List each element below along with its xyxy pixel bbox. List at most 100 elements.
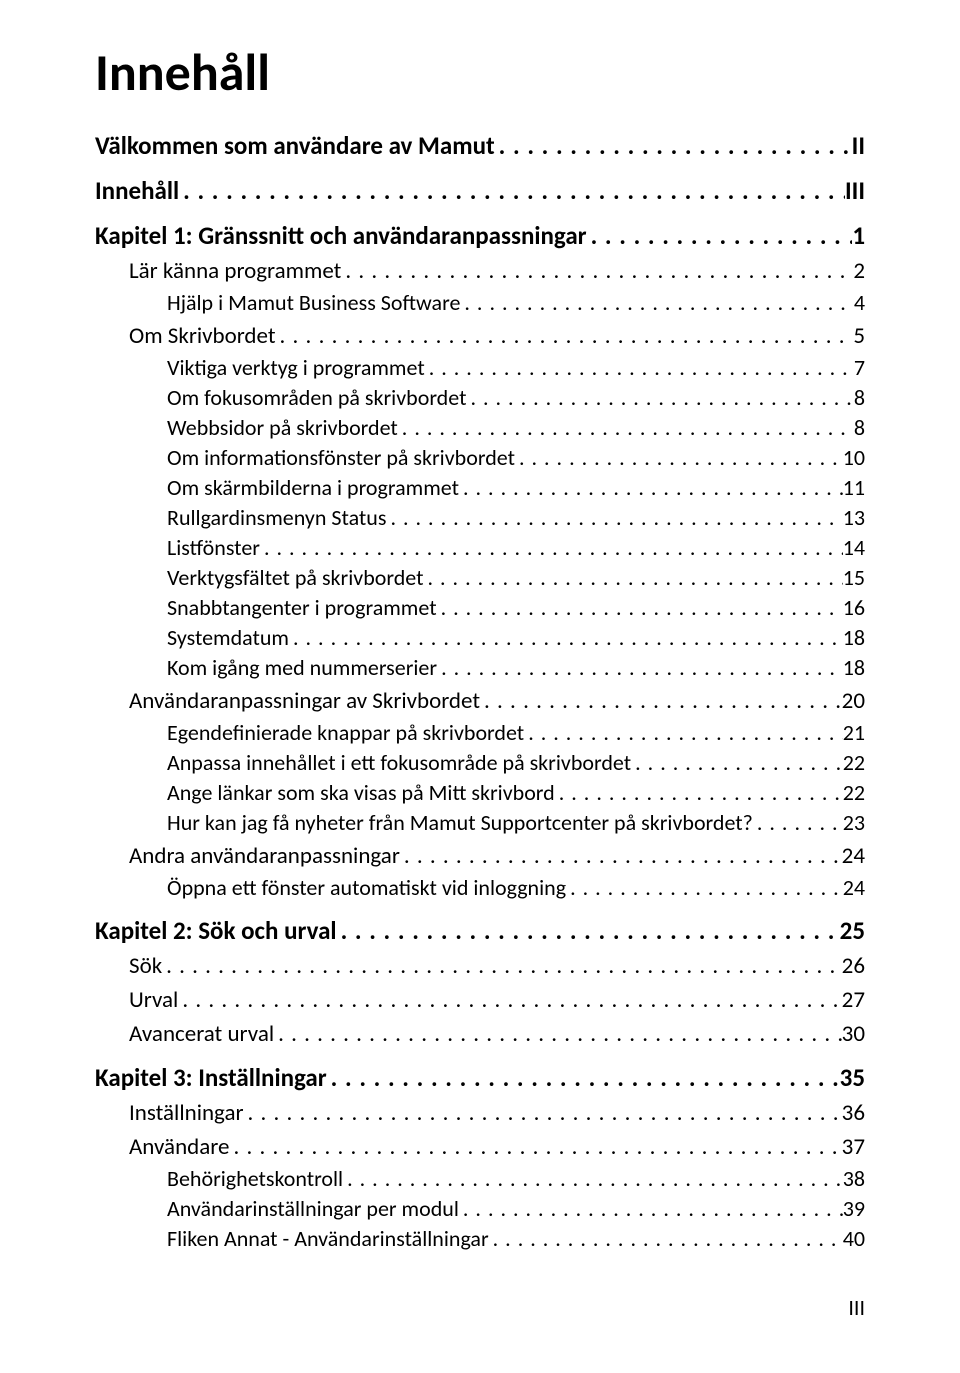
toc-entry[interactable]: Kapitel 2: Sök och urval. . . . . . . . … — [95, 915, 865, 946]
toc-entry-label: Kapitel 3: Inställningar — [95, 1062, 327, 1093]
toc-entry-label: Hur kan jag få nyheter från Mamut Suppor… — [167, 809, 753, 836]
page-number-footer: III — [95, 1294, 865, 1321]
toc-entry[interactable]: Öppna ett fönster automatiskt vid inlogg… — [95, 874, 865, 901]
toc-entry-page: 22 — [843, 749, 865, 776]
toc-entry-label: Om skärmbilderna i programmet — [167, 474, 459, 501]
toc-leader-dots: . . . . . . . . . . . . . . . . . . . . … — [555, 779, 843, 806]
toc-entry[interactable]: Välkommen som användare av Mamut. . . . … — [95, 130, 865, 161]
toc-entry-label: Om Skrivbordet — [129, 322, 276, 350]
toc-entry-label: Om fokusområden på skrivbordet — [167, 384, 466, 411]
toc-entry-label: Systemdatum — [167, 624, 289, 651]
toc-entry-page: 13 — [843, 504, 865, 531]
toc-entry[interactable]: Hur kan jag få nyheter från Mamut Suppor… — [95, 809, 865, 836]
toc-entry-page: 7 — [854, 354, 865, 381]
toc-entry-page: 24 — [843, 874, 865, 901]
toc-leader-dots: . . . . . . . . . . . . . . . . . . . . … — [289, 624, 843, 651]
toc-entry[interactable]: Systemdatum. . . . . . . . . . . . . . .… — [95, 624, 865, 651]
toc-entry-label: Ange länkar som ska visas på Mitt skrivb… — [167, 779, 555, 806]
toc-entry-page: 24 — [842, 842, 865, 870]
toc-entry[interactable]: Innehåll. . . . . . . . . . . . . . . . … — [95, 175, 865, 206]
toc-entry[interactable]: Urval. . . . . . . . . . . . . . . . . .… — [95, 986, 865, 1014]
toc-entry[interactable]: Viktiga verktyg i programmet. . . . . . … — [95, 354, 865, 381]
toc-entry[interactable]: Användaranpassningar av Skrivbordet. . .… — [95, 687, 865, 715]
toc-leader-dots: . . . . . . . . . . . . . . . . . . . . … — [437, 594, 843, 621]
toc-entry-page: II — [852, 130, 865, 161]
toc-leader-dots: . . . . . . . . . . . . . . . . . . . . … — [524, 719, 843, 746]
toc-entry[interactable]: Lär känna programmet. . . . . . . . . . … — [95, 257, 865, 285]
toc-leader-dots: . . . . . . . . . . . . . . . . . . . . … — [495, 130, 852, 161]
toc-entry-page: 39 — [843, 1195, 865, 1222]
toc-entry-page: 27 — [842, 986, 865, 1014]
toc-leader-dots: . . . . . . . . . . . . . . . . . . . . … — [341, 257, 853, 285]
toc-leader-dots: . . . . . . . . . . . . . . . . . . . . … — [276, 322, 854, 350]
toc-entry[interactable]: Fliken Annat - Användarinställningar. . … — [95, 1225, 865, 1252]
toc-leader-dots: . . . . . . . . . . . . . . . . . . . . … — [437, 654, 843, 681]
toc-entry-label: Öppna ett fönster automatiskt vid inlogg… — [167, 874, 566, 901]
toc-leader-dots: . . . . . . . . . . . . . . . . . . . . … — [162, 952, 842, 980]
toc-entry[interactable]: Egendefinierade knappar på skrivbordet. … — [95, 719, 865, 746]
toc-entry-page: 14 — [843, 534, 865, 561]
toc-entry-label: Sök — [129, 952, 162, 980]
toc-entry[interactable]: Om skärmbilderna i programmet. . . . . .… — [95, 474, 865, 501]
toc-entry[interactable]: Kapitel 3: Inställningar. . . . . . . . … — [95, 1062, 865, 1093]
toc-leader-dots: . . . . . . . . . . . . . . . . . . . . … — [466, 384, 853, 411]
toc-entry[interactable]: Listfönster. . . . . . . . . . . . . . .… — [95, 534, 865, 561]
toc-leader-dots: . . . . . . . . . . . . . . . . . . . . … — [587, 220, 853, 251]
toc-leader-dots: . . . . . . . . . . . . . . . . . . . . … — [178, 986, 841, 1014]
toc-entry[interactable]: Ange länkar som ska visas på Mitt skrivb… — [95, 779, 865, 806]
toc-entry-label: Användarinställningar per modul — [167, 1195, 459, 1222]
toc-entry[interactable]: Inställningar. . . . . . . . . . . . . .… — [95, 1099, 865, 1127]
toc-entry-page: III — [845, 175, 865, 206]
toc-leader-dots: . . . . . . . . . . . . . . . . . . . . … — [566, 874, 843, 901]
toc-leader-dots: . . . . . . . . . . . . . . . . . . . . … — [244, 1099, 842, 1127]
toc-entry[interactable]: Om Skrivbordet. . . . . . . . . . . . . … — [95, 322, 865, 350]
toc-leader-dots: . . . . . . . . . . . . . . . . . . . . … — [343, 1165, 843, 1192]
toc-entry-label: Listfönster — [167, 534, 260, 561]
toc-leader-dots: . . . . . . . . . . . . . . . . . . . . … — [386, 504, 842, 531]
toc-entry-page: 15 — [843, 564, 865, 591]
toc-entry[interactable]: Snabbtangenter i programmet. . . . . . .… — [95, 594, 865, 621]
toc-entry[interactable]: Behörighetskontroll. . . . . . . . . . .… — [95, 1165, 865, 1192]
toc-entry-label: Inställningar — [129, 1099, 244, 1127]
toc-entry[interactable]: Om fokusområden på skrivbordet. . . . . … — [95, 384, 865, 411]
toc-entry-label: Viktiga verktyg i programmet — [167, 354, 425, 381]
toc-entry-page: 10 — [843, 444, 865, 471]
toc-entry[interactable]: Användarinställningar per modul. . . . .… — [95, 1195, 865, 1222]
toc-entry-label: Användare — [129, 1133, 229, 1161]
toc-entry-page: 26 — [842, 952, 865, 980]
toc-leader-dots: . . . . . . . . . . . . . . . . . . . . … — [753, 809, 843, 836]
toc-entry-label: Kapitel 1: Gränssnitt och användaranpass… — [95, 220, 587, 251]
toc-entry-page: 2 — [853, 257, 865, 285]
toc-entry[interactable]: Om informationsfönster på skrivbordet. .… — [95, 444, 865, 471]
toc-entry[interactable]: Sök. . . . . . . . . . . . . . . . . . .… — [95, 952, 865, 980]
toc-entry-page: 8 — [854, 384, 865, 411]
toc-entry[interactable]: Kapitel 1: Gränssnitt och användaranpass… — [95, 220, 865, 251]
toc-entry-label: Användaranpassningar av Skrivbordet — [129, 687, 480, 715]
toc-entry[interactable]: Användare. . . . . . . . . . . . . . . .… — [95, 1133, 865, 1161]
toc-entry-page: 38 — [843, 1165, 865, 1192]
toc-leader-dots: . . . . . . . . . . . . . . . . . . . . … — [229, 1133, 841, 1161]
toc-entry-label: Anpassa innehållet i ett fokusområde på … — [167, 749, 631, 776]
toc-entry[interactable]: Andra användaranpassningar. . . . . . . … — [95, 842, 865, 870]
toc-leader-dots: . . . . . . . . . . . . . . . . . . . . … — [631, 749, 843, 776]
toc-entry-page: 30 — [842, 1020, 865, 1048]
toc-entry-page: 37 — [842, 1133, 865, 1161]
toc-leader-dots: . . . . . . . . . . . . . . . . . . . . … — [489, 1225, 843, 1252]
toc-entry[interactable]: Rullgardinsmenyn Status. . . . . . . . .… — [95, 504, 865, 531]
toc-entry[interactable]: Avancerat urval. . . . . . . . . . . . .… — [95, 1020, 865, 1048]
toc-entry-page: 21 — [843, 719, 865, 746]
toc-entry-page: 23 — [843, 809, 865, 836]
toc-entry-label: Snabbtangenter i programmet — [167, 594, 437, 621]
toc-entry[interactable]: Anpassa innehållet i ett fokusområde på … — [95, 749, 865, 776]
toc-entry[interactable]: Webbsidor på skrivbordet. . . . . . . . … — [95, 414, 865, 441]
toc-entry[interactable]: Verktygsfältet på skrivbordet. . . . . .… — [95, 564, 865, 591]
toc-entry-page: 25 — [840, 915, 865, 946]
toc-entry-label: Lär känna programmet — [129, 257, 341, 285]
toc-entry[interactable]: Kom igång med nummerserier. . . . . . . … — [95, 654, 865, 681]
toc-entry[interactable]: Hjälp i Mamut Business Software. . . . .… — [95, 289, 865, 316]
toc-leader-dots: . . . . . . . . . . . . . . . . . . . . … — [424, 564, 843, 591]
toc-leader-dots: . . . . . . . . . . . . . . . . . . . . … — [425, 354, 854, 381]
toc-entry-page: 8 — [854, 414, 865, 441]
toc-entry-label: Innehåll — [95, 175, 179, 206]
toc-leader-dots: . . . . . . . . . . . . . . . . . . . . … — [398, 414, 854, 441]
